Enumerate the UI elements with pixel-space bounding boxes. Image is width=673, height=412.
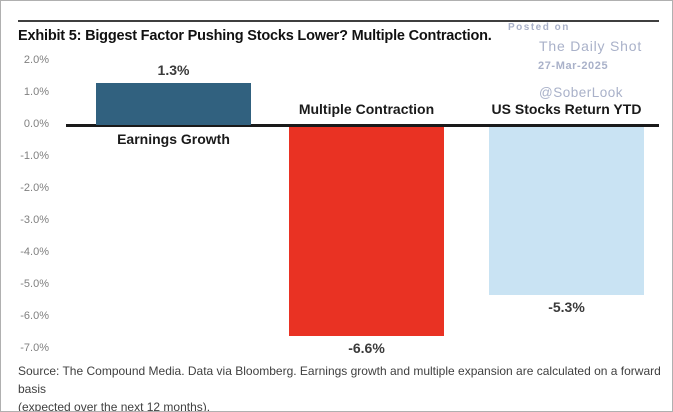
y-axis-tick-label: -3.0% [20,214,49,226]
watermark-handle: @SoberLook [539,85,624,100]
y-axis-tick-label: -1.0% [20,150,49,162]
value-label-earnings-growth: 1.3% [157,62,190,79]
value-label-us-stocks-return-ytd: -5.3% [548,298,585,315]
bar-us-stocks-return-ytd [489,127,644,295]
y-axis-tick-label: -7.0% [20,342,49,354]
chart-title: Exhibit 5: Biggest Factor Pushing Stocks… [18,28,492,44]
watermark-date: 27-Mar-2025 [538,60,609,72]
bar-earnings-growth [96,83,251,125]
y-axis-tick-label: -6.0% [20,310,49,322]
category-label-multiple-contraction: Multiple Contraction [298,101,435,117]
y-axis-tick-label: -4.0% [20,246,49,258]
y-axis-tick-label: 2.0% [23,54,49,66]
watermark-posted-on: Posted on [508,22,570,33]
zero-baseline [66,124,659,127]
y-axis-tick-label: 1.0% [23,86,49,98]
category-label-us-stocks-return-ytd: US Stocks Return YTD [491,101,642,117]
bar-multiple-contraction [289,127,444,337]
y-axis-tick-label: -5.0% [20,278,49,290]
y-axis-tick-label: 0.0% [23,118,49,130]
title-rule [18,20,659,22]
value-label-multiple-contraction: -6.6% [348,340,385,357]
category-label-earnings-growth: Earnings Growth [117,131,230,147]
y-axis-tick-label: -2.0% [20,182,49,194]
source-note: Source: The Compound Media. Data via Blo… [18,364,661,412]
watermark-site-name: The Daily Shot [539,38,643,54]
